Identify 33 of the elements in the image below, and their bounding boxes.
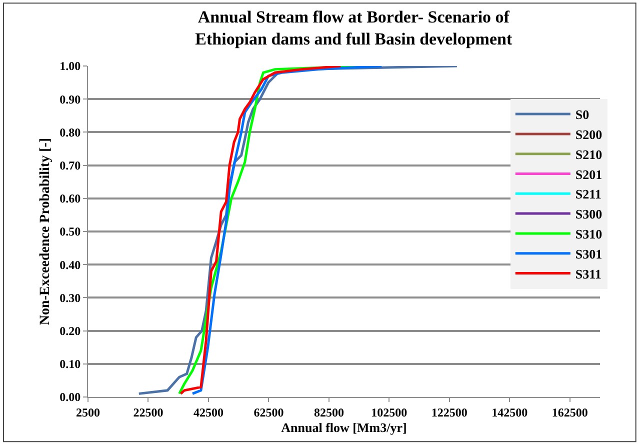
legend-label: S201 [575, 166, 602, 182]
legend-label: S301 [575, 246, 602, 262]
x-tick-label: 2500 [76, 405, 100, 420]
y-tick-label: 0.50 [60, 224, 81, 239]
x-tick-label: 42500 [193, 405, 224, 420]
y-tick-label: 0.00 [60, 390, 81, 404]
line-series [191, 66, 383, 395]
legend-label: S210 [575, 146, 602, 162]
x-tick-label: 142500 [492, 405, 528, 420]
x-axis-title: Annual flow [Mm3/yr] [281, 420, 407, 435]
legend-label: S200 [575, 127, 602, 142]
x-tick-label: 22500 [133, 405, 164, 420]
y-tick-label: 0.80 [60, 125, 81, 140]
x-tick-label: 102500 [371, 405, 408, 420]
y-tick-label: 0.60 [60, 192, 81, 206]
y-tick-label: 0.40 [60, 258, 81, 272]
x-tick-label: 62500 [254, 405, 284, 420]
x-tick-label: 162500 [552, 405, 588, 420]
y-tick-label: 0.30 [60, 290, 81, 305]
legend-label: S311 [575, 266, 602, 282]
legend-label: S0 [575, 107, 590, 122]
y-tick-label: 0.90 [60, 92, 81, 106]
x-tick-label: 122500 [431, 405, 468, 420]
legend-label: S310 [575, 226, 602, 242]
chart-title: Annual Stream flow at Border- Scenario of Ethiopian dams and full Basin development [195, 7, 512, 48]
y-axis-title: Non-Exceedence Probability [-] [38, 138, 54, 326]
legend-label: S211 [575, 186, 602, 202]
y-tick-label: 0.20 [60, 324, 81, 338]
y-tick-label: 1.00 [60, 59, 81, 74]
y-tick-label: 0.10 [60, 357, 81, 372]
legend-label: S300 [575, 206, 602, 222]
y-tick-label: 0.70 [60, 158, 81, 172]
x-tick-label: 82500 [314, 405, 344, 420]
